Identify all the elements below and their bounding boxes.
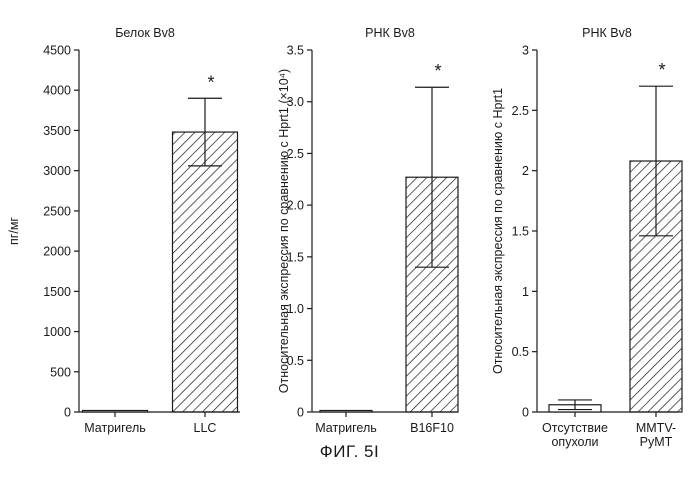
chart2-y-tick-label: 1.5: [287, 250, 304, 264]
chart1-significance-2: *: [207, 72, 214, 92]
chart1-y-tick-label: 500: [50, 365, 71, 379]
chart1-bar-2: [173, 132, 238, 412]
chart2-y-tick-label: 3.5: [287, 44, 304, 58]
chart1-y-tick-label: 0: [64, 406, 71, 420]
chart3-ylabel: Относительная экспрессия по сравнению с …: [491, 88, 505, 374]
chart1-ylabel: пг/мг: [7, 217, 21, 245]
chart3-y-tick-label: 1.5: [512, 225, 529, 239]
chart2-title: РНК Bv8: [365, 26, 415, 40]
chart1-y-tick-label: 2000: [43, 245, 71, 259]
chart2-significance-2: *: [434, 61, 441, 81]
chart2-y-tick-label: 3.0: [287, 95, 304, 109]
chart2-category-label-1: Матригель: [315, 421, 377, 435]
chart2-y-tick-label: 0: [297, 406, 304, 420]
chart1-title: Белок Bv8: [115, 26, 175, 40]
chart2-y-tick-label: 2.0: [287, 199, 304, 213]
chart1-bar-1: [83, 411, 148, 413]
chart1-category-label-1: Матригель: [84, 421, 146, 435]
chart1-category-label-2: LLC: [194, 421, 217, 435]
chart3-y-tick-label: 2: [522, 164, 529, 178]
chart2-y-tick-label: 1.0: [287, 302, 304, 316]
chart3-y-tick-label: 1: [522, 285, 529, 299]
figure-caption: ФИГ. 5I: [0, 442, 699, 462]
chart1-y-tick-label: 1500: [43, 285, 71, 299]
chart2-y-tick-label: 0.5: [287, 354, 304, 368]
chart1-y-tick-label: 3000: [43, 164, 71, 178]
chart2-y-tick-label: 2.5: [287, 147, 304, 161]
chart2-bar-1: [320, 411, 372, 413]
chart1-y-tick-label: 3500: [43, 124, 71, 138]
chart2-category-label-2: B16F10: [410, 421, 454, 435]
chart1-y-tick-label: 4500: [43, 44, 71, 58]
chart2-ylabel: Относительная экспрессия по сравнению с …: [277, 69, 291, 393]
chart3-category-label-1: Отсутствие: [542, 421, 608, 435]
chart3-y-tick-label: 0.5: [512, 345, 529, 359]
chart3-y-tick-label: 2.5: [512, 104, 529, 118]
chart3-significance-2: *: [658, 60, 665, 80]
chart1-y-tick-label: 2500: [43, 204, 71, 218]
chart3-y-tick-label: 0: [522, 406, 529, 420]
chart1-y-tick-label: 1000: [43, 325, 71, 339]
chart1-y-tick-label: 4000: [43, 84, 71, 98]
chart3-title: РНК Bv8: [582, 26, 632, 40]
chart3-category-label-2: MMTV-: [636, 421, 676, 435]
chart3-y-tick-label: 3: [522, 44, 529, 58]
